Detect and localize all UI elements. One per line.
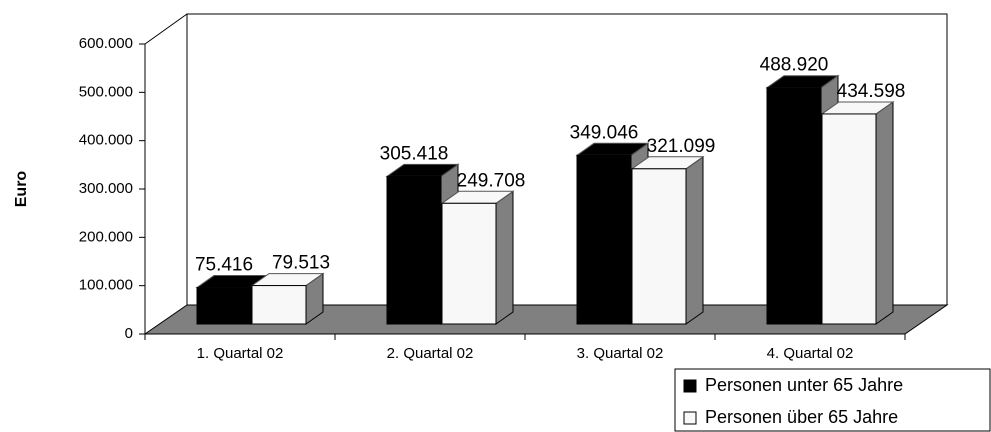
value-label: 79.513: [272, 253, 330, 274]
side-wall-top: [144, 13, 188, 45]
y-axis-label: Euro: [13, 171, 30, 208]
value-label: 349.046: [570, 122, 639, 143]
y-tick-label: 500.000: [79, 83, 133, 100]
bar: [441, 202, 497, 325]
y-tick-label: 300.000: [79, 180, 133, 197]
legend-marker: [683, 379, 697, 393]
legend-label: Personen unter 65 Jahre: [705, 375, 903, 395]
legend-label: Personen über 65 Jahre: [705, 407, 898, 427]
x-tick-label: 4. Quartal 02: [767, 345, 854, 362]
bar-side: [685, 155, 704, 325]
legend-marker: [683, 411, 697, 425]
bar: [631, 168, 687, 325]
y-tick-label: 200.000: [79, 228, 133, 245]
y-tick-label: 100.000: [79, 277, 133, 294]
y-tick-label: 400.000: [79, 132, 133, 149]
x-tick-label: 3. Quartal 02: [577, 345, 664, 362]
bar-side: [495, 190, 514, 325]
y-tick-label: 600.000: [79, 35, 133, 52]
bar: [196, 287, 252, 325]
y-tick-label: 0: [125, 325, 133, 342]
x-tick-label: 1. Quartal 02: [197, 345, 284, 362]
legend: [674, 368, 991, 432]
bar: [251, 285, 307, 325]
value-label: 321.099: [647, 136, 716, 157]
value-label: 305.418: [380, 143, 449, 164]
value-label: 488.920: [760, 55, 829, 76]
bar-side: [875, 100, 894, 325]
plot-background: [145, 14, 947, 334]
value-label: 249.708: [457, 170, 526, 191]
bar: [386, 175, 442, 325]
bar: [576, 154, 632, 325]
value-label: 75.416: [195, 255, 253, 276]
back-wall: [186, 13, 948, 305]
value-label: 434.598: [837, 81, 906, 102]
bar: [766, 87, 822, 325]
bar: [821, 113, 877, 325]
x-tick-label: 2. Quartal 02: [387, 345, 474, 362]
